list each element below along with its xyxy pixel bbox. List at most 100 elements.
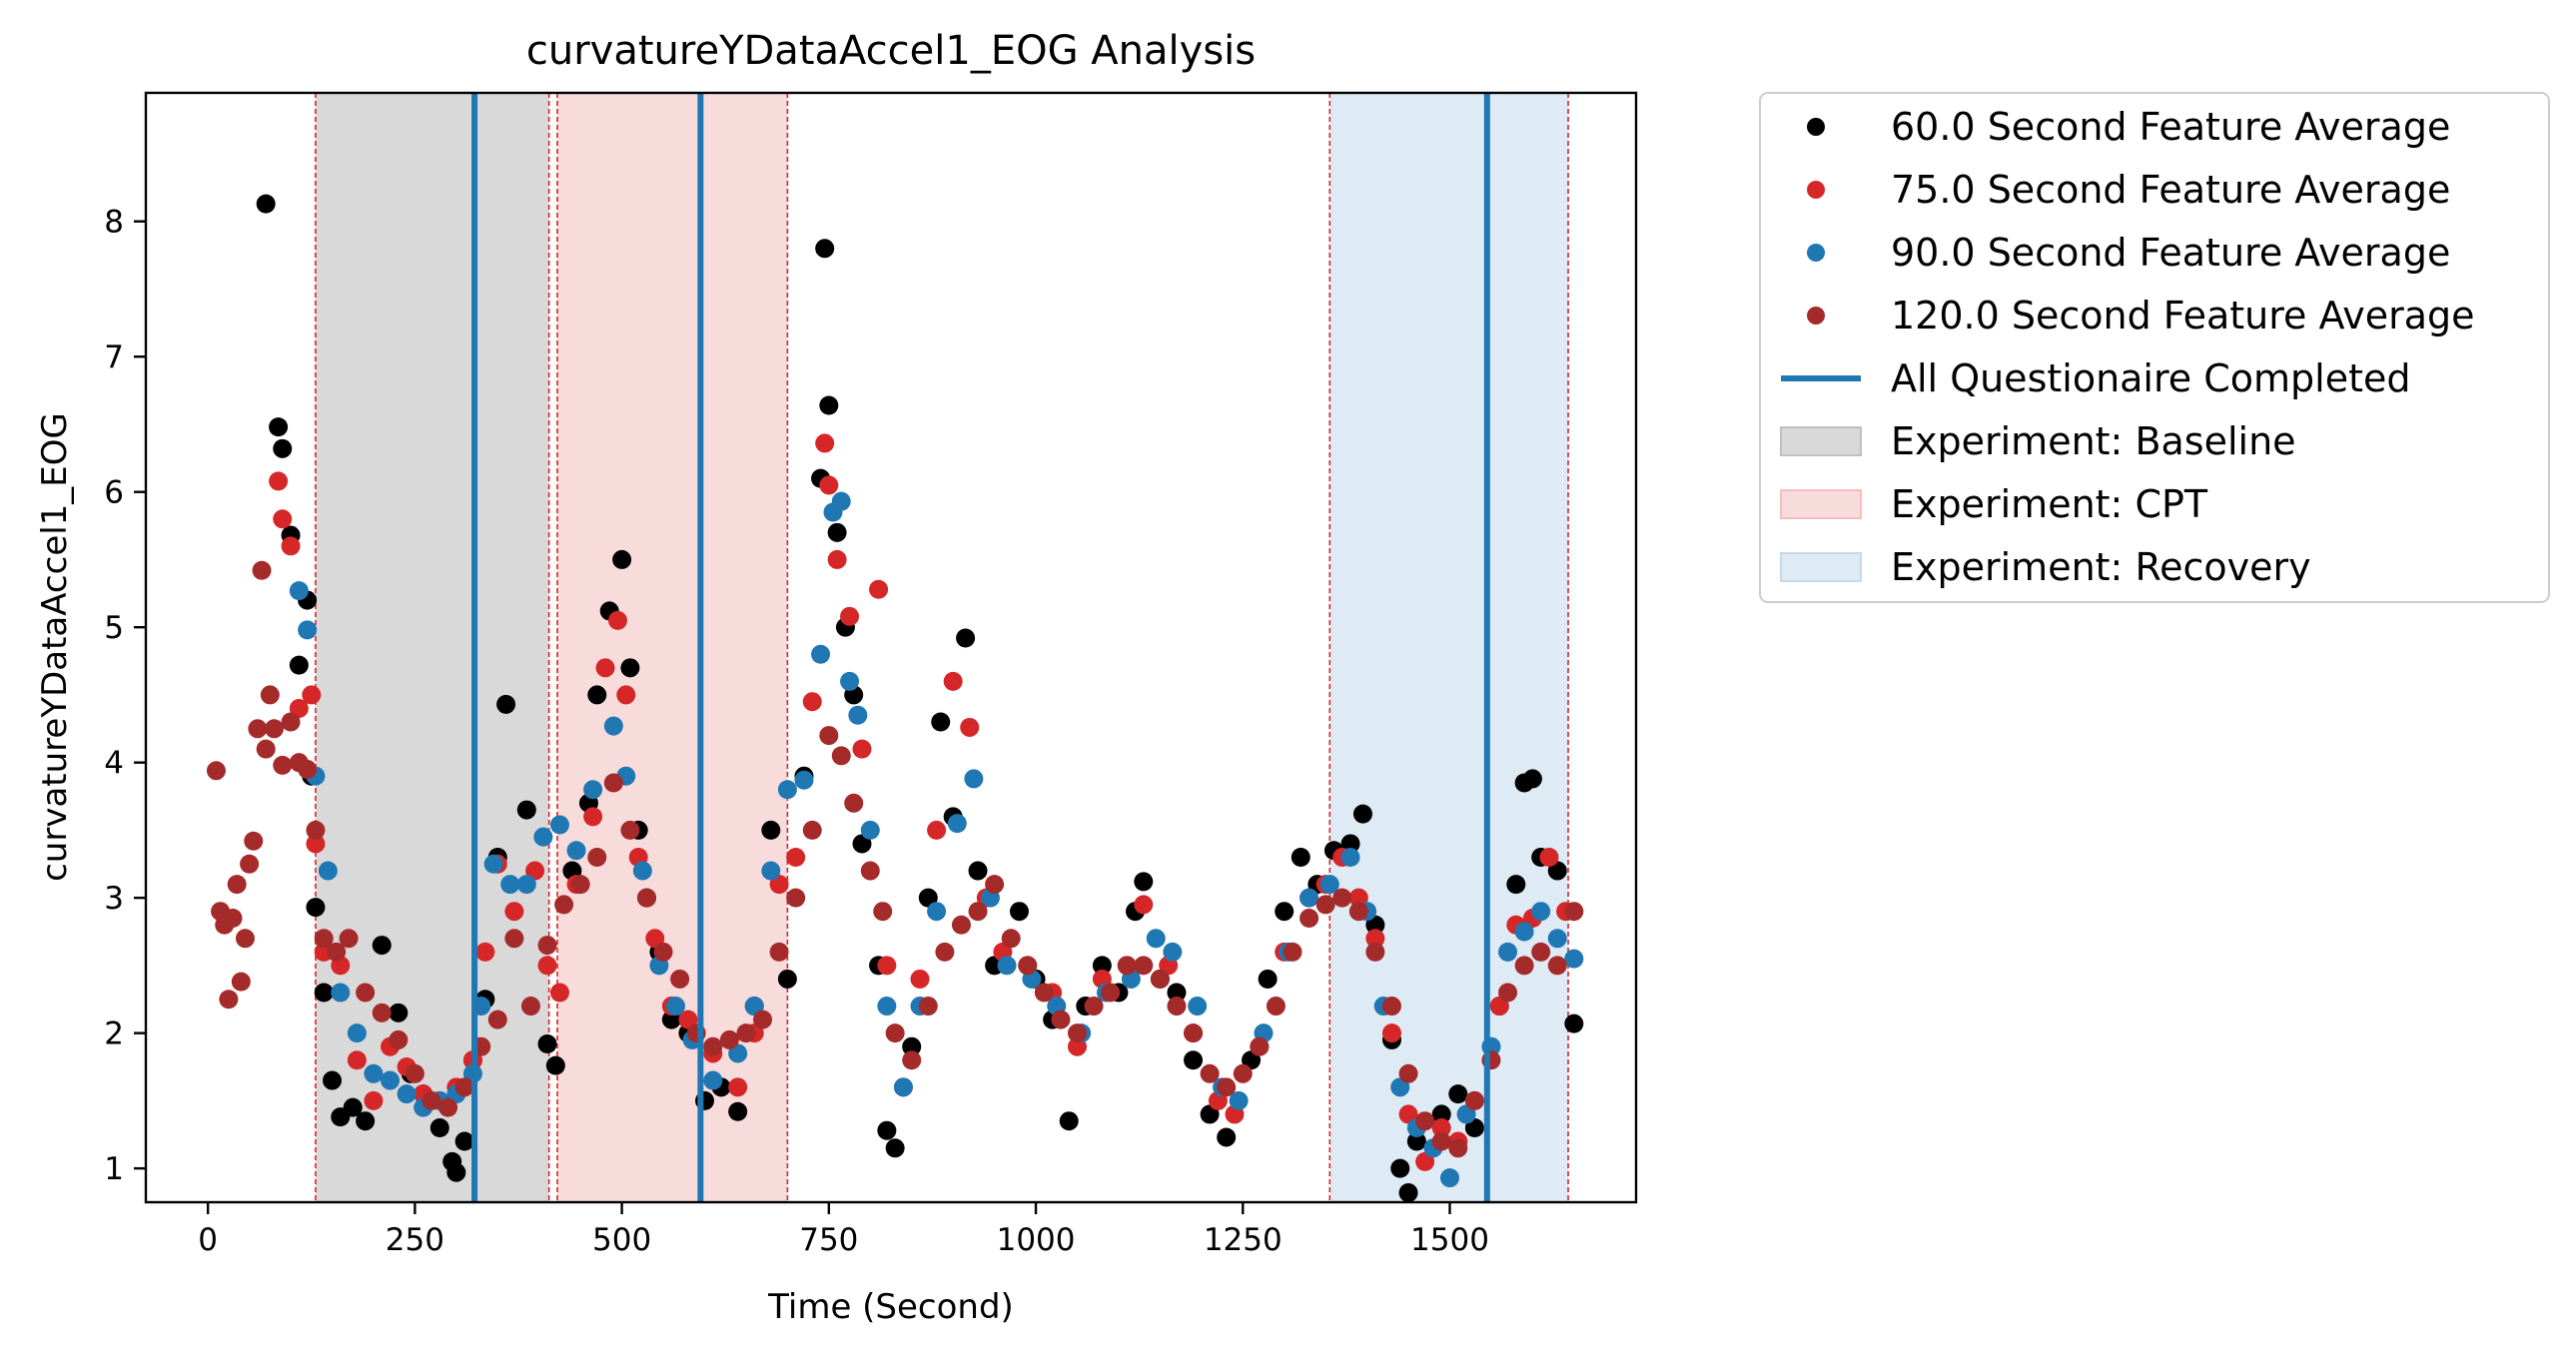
data-point — [811, 644, 831, 664]
data-point — [1146, 929, 1166, 949]
data-point — [1440, 1168, 1459, 1188]
data-point — [1539, 848, 1559, 868]
data-point — [327, 942, 347, 962]
data-point — [454, 1077, 474, 1097]
data-point — [570, 875, 590, 895]
data-point — [256, 739, 276, 759]
x-axis-ticks: 0 250 500 750 1000 1250 1500 — [198, 1202, 1489, 1258]
x-tick-label: 1000 — [997, 1222, 1076, 1258]
data-point — [545, 1055, 565, 1075]
data-point — [769, 942, 789, 962]
data-point — [1415, 1111, 1435, 1131]
data-point — [1163, 942, 1183, 962]
data-point — [537, 956, 557, 976]
legend-label-90s: 90.0 Second Feature Average — [1891, 231, 2450, 275]
data-point — [931, 712, 951, 732]
data-point — [504, 902, 524, 922]
data-point — [1464, 1090, 1484, 1110]
data-point — [620, 658, 640, 678]
data-point — [1564, 949, 1584, 969]
data-point — [260, 685, 280, 705]
data-point — [1217, 1077, 1237, 1097]
data-point — [281, 536, 301, 556]
data-point — [1009, 902, 1029, 922]
data-point — [927, 902, 947, 922]
span-experiment-baseline — [315, 93, 549, 1202]
data-point — [753, 1010, 773, 1029]
data-point — [397, 1084, 417, 1104]
legend-marker-recovery — [1780, 552, 1862, 582]
x-axis-label: Time (Second) — [767, 1287, 1014, 1327]
legend-label-60s: 60.0 Second Feature Average — [1891, 105, 2450, 149]
data-point — [516, 800, 536, 820]
data-point — [852, 739, 872, 759]
data-point — [405, 1063, 425, 1083]
data-point — [968, 861, 988, 881]
data-point — [902, 1050, 922, 1070]
data-point — [1498, 942, 1518, 962]
questionnaire-lines — [471, 93, 1490, 1202]
data-point — [893, 1077, 913, 1097]
data-point — [1448, 1138, 1468, 1158]
data-point — [1068, 1023, 1087, 1043]
legend-label-baseline: Experiment: Baseline — [1891, 419, 2296, 463]
data-point — [786, 848, 806, 868]
data-point — [964, 769, 984, 789]
legend-label-120s: 120.0 Second Feature Average — [1891, 294, 2475, 338]
legend-marker-cpt — [1780, 489, 1862, 519]
data-point — [347, 1050, 367, 1070]
data-point — [777, 780, 797, 800]
data-point — [603, 716, 623, 736]
data-point — [997, 956, 1017, 976]
data-point — [500, 875, 520, 895]
data-point — [1381, 1023, 1401, 1043]
data-point — [298, 620, 318, 640]
data-point — [918, 997, 938, 1017]
data-point — [1101, 983, 1121, 1003]
data-point — [566, 841, 586, 861]
data-point — [844, 793, 864, 813]
data-point — [364, 1090, 384, 1110]
data-point — [1431, 1104, 1451, 1124]
data-point — [1381, 997, 1401, 1017]
data-point — [1431, 1117, 1451, 1137]
data-point — [1134, 956, 1154, 976]
data-point — [549, 815, 569, 835]
data-point — [219, 990, 239, 1010]
data-point — [1299, 908, 1319, 928]
data-point — [244, 831, 264, 851]
data-point — [827, 549, 847, 569]
data-point — [438, 1097, 458, 1117]
data-point — [487, 1010, 507, 1029]
data-point — [819, 726, 839, 746]
data-point — [620, 820, 640, 840]
y-tick-label: 2 — [104, 1017, 124, 1052]
x-tick-label: 750 — [799, 1222, 858, 1258]
legend-box — [1759, 92, 2550, 603]
data-point — [910, 969, 930, 989]
data-point — [1034, 983, 1054, 1003]
data-point — [827, 522, 847, 542]
data-point — [728, 1101, 748, 1121]
data-point — [1051, 1010, 1071, 1029]
data-point — [1299, 888, 1319, 908]
data-point — [1233, 1063, 1253, 1083]
data-point — [595, 658, 615, 678]
data-point — [951, 915, 971, 935]
data-point — [306, 834, 326, 854]
data-point — [289, 581, 309, 601]
data-point — [956, 628, 976, 648]
data-point — [1250, 1036, 1270, 1056]
data-point — [372, 1003, 392, 1022]
data-point — [1431, 1131, 1451, 1151]
data-point — [1001, 929, 1021, 949]
data-point — [231, 972, 251, 992]
data-point — [289, 655, 309, 675]
data-point — [256, 194, 276, 214]
data-point — [848, 705, 868, 725]
data-point — [1275, 902, 1294, 922]
span-edge-lines — [315, 93, 1569, 1202]
data-point — [1390, 1158, 1410, 1178]
data-point — [885, 1023, 905, 1043]
data-point — [1498, 983, 1518, 1003]
